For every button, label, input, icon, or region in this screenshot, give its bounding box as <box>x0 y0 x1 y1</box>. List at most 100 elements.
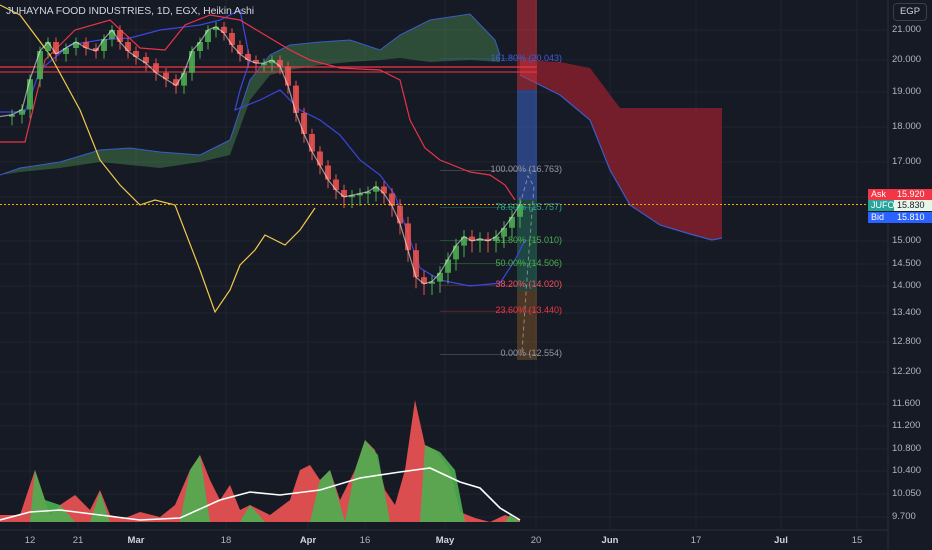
candle-body <box>63 48 69 54</box>
candle-body <box>381 186 387 194</box>
symbol-label: JUFO <box>868 200 897 211</box>
volume-ma-line <box>0 467 521 521</box>
candle-body <box>341 190 347 197</box>
candle-body <box>213 26 219 30</box>
candle-body <box>117 30 123 42</box>
currency-button[interactable]: EGP <box>893 3 927 21</box>
candle-body <box>205 30 211 42</box>
candle-body <box>143 57 149 64</box>
ask-label: Ask <box>868 189 897 200</box>
fib-label: 100.00% (16.763) <box>490 164 562 175</box>
candle-body <box>269 60 275 64</box>
candle-body <box>93 48 99 51</box>
bid-label: Bid <box>868 212 897 223</box>
volume-area-up <box>30 440 520 522</box>
date-tick: 15 <box>851 535 863 546</box>
price-tick: 11.200 <box>892 420 921 431</box>
candle-body <box>125 42 131 51</box>
candle-body <box>397 205 403 224</box>
price-tick: 15.000 <box>892 235 922 246</box>
upper-band-line <box>0 14 516 201</box>
candle-body <box>469 236 475 241</box>
candle-body <box>333 179 339 190</box>
candle-body <box>453 245 459 260</box>
fib-label: 61.80% (15.010) <box>495 234 562 245</box>
candle-body <box>245 54 251 60</box>
candle-body <box>357 193 363 196</box>
forecast-zone-red <box>517 0 537 90</box>
candle-body <box>493 236 499 241</box>
candle-body <box>477 238 483 241</box>
date-tick: 16 <box>359 535 371 546</box>
candle-body <box>133 51 139 57</box>
candle-body <box>485 238 491 241</box>
price-tick: 12.200 <box>892 366 922 377</box>
date-tick: 20 <box>530 535 542 546</box>
price-tick: 10.800 <box>892 443 922 454</box>
price-tick: 11.600 <box>892 398 921 409</box>
candle-body <box>45 42 51 51</box>
ha-smooth-line <box>0 26 521 285</box>
price-tick: 21.000 <box>892 24 922 35</box>
price-tick: 18.000 <box>892 121 922 132</box>
candle-body <box>461 236 467 246</box>
candle-body <box>309 134 315 152</box>
fib-label: 23.60% (13.440) <box>495 305 562 316</box>
price-tick: 12.800 <box>892 336 922 347</box>
candle-body <box>109 30 115 39</box>
date-tick: 17 <box>690 535 702 546</box>
price-tick: 10.050 <box>892 488 922 499</box>
forecast-zone-green <box>517 200 537 290</box>
date-tick: 12 <box>24 535 36 546</box>
price-tick: 20.000 <box>892 54 922 65</box>
date-tick: Jun <box>601 535 619 546</box>
candle-body <box>53 42 59 54</box>
projected-cloud <box>520 60 722 240</box>
date-tick: Mar <box>127 535 145 546</box>
candle-body <box>253 60 259 64</box>
candle-body <box>349 195 355 198</box>
candle-body <box>325 165 331 180</box>
price-tick: 17.000 <box>892 156 922 167</box>
fib-label: 50.00% (14.506) <box>495 257 562 268</box>
candle-body <box>301 113 307 134</box>
price-tick: 14.500 <box>892 258 922 269</box>
last-price: 15.830 <box>894 200 932 211</box>
date-tick: 18 <box>220 535 232 546</box>
projected-cloud-edge <box>519 74 723 241</box>
candle-body <box>285 66 291 86</box>
candle-body <box>405 223 411 251</box>
candle-body <box>83 42 89 48</box>
candle-body <box>237 45 243 54</box>
candle-body <box>293 85 299 113</box>
candle-body <box>517 204 523 217</box>
price-tick: 9.700 <box>892 511 916 522</box>
bid-value: 15.810 <box>894 212 932 223</box>
ask-value: 15.920 <box>894 189 932 200</box>
projection-path <box>519 174 535 353</box>
candle-body <box>189 51 195 73</box>
date-tick: Jul <box>774 535 788 546</box>
forecast-zone-blue <box>517 90 537 200</box>
candle-body <box>389 193 395 206</box>
price-tick: 14.000 <box>892 280 922 291</box>
fib-label: 161.80% (20.043) <box>490 52 562 63</box>
candle-body <box>261 63 267 66</box>
candle-body <box>181 72 187 86</box>
senkou-a-line <box>0 13 501 176</box>
date-tick: 21 <box>72 535 84 546</box>
candle-body <box>9 114 15 117</box>
candle-body <box>373 186 379 192</box>
price-tick: 10.400 <box>892 465 922 476</box>
candle-body <box>365 191 371 194</box>
candle-body <box>19 109 25 115</box>
candle-body <box>445 259 451 273</box>
candle-body <box>317 151 323 166</box>
candle-body <box>221 26 227 33</box>
candle-body <box>229 33 235 45</box>
fib-label: 0.00% (12.554) <box>500 348 562 359</box>
date-tick: May <box>435 535 455 546</box>
kumo-cloud <box>0 14 500 175</box>
candle-body <box>501 227 507 237</box>
